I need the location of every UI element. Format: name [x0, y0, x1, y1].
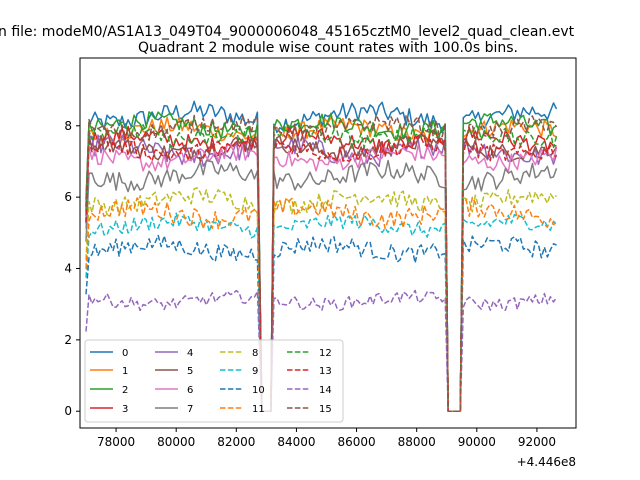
- legend-label-14: 14: [319, 385, 332, 396]
- series-line-10: [85, 234, 557, 412]
- series-line-15: [85, 114, 558, 412]
- legend-box: [84, 339, 344, 423]
- x-tick-label: 88000: [398, 435, 436, 449]
- series-lines: [85, 100, 558, 412]
- x-tick-label: 82000: [217, 435, 255, 449]
- y-tick-label: 8: [64, 119, 72, 133]
- x-tick-label: 92000: [518, 435, 556, 449]
- x-tick-label: 80000: [157, 435, 195, 449]
- legend-label-12: 12: [319, 348, 332, 359]
- legend-label-5: 5: [187, 366, 193, 377]
- legend-label-8: 8: [252, 348, 258, 359]
- y-tick-label: 2: [64, 333, 72, 347]
- y-axis: 0 2 4 6 8: [64, 119, 80, 418]
- legend-label-3: 3: [122, 404, 128, 415]
- series-line-14: [85, 289, 558, 412]
- plot-frame: [79, 57, 577, 429]
- legend-label-10: 10: [252, 385, 265, 396]
- chart-title: Quadrant 2 module wise count rates with …: [138, 40, 518, 56]
- series-line-4: [85, 134, 558, 412]
- x-axis: 78000 80000 82000 84000 86000 88000 90000 92000: [97, 428, 556, 449]
- series-line-11: [85, 196, 557, 412]
- figure-suptitle: n file: modeM0/AS1A13_049T04_9000006048_…: [0, 24, 575, 40]
- legend-label-2: 2: [122, 385, 128, 396]
- series-line-9: [85, 212, 558, 412]
- x-tick-label: 86000: [337, 435, 375, 449]
- series-line-12: [85, 121, 558, 412]
- series-line-7: [85, 159, 558, 412]
- y-tick-label: 4: [64, 262, 72, 276]
- x-axis-offset-label: +4.446e8: [517, 455, 576, 469]
- legend-label-7: 7: [187, 404, 193, 415]
- x-tick-label: 78000: [97, 435, 135, 449]
- series-line-2: [85, 111, 557, 412]
- series-line-5: [85, 133, 558, 412]
- legend-label-9: 9: [252, 366, 258, 377]
- series-line-6: [85, 143, 558, 412]
- legend-label-6: 6: [187, 385, 193, 396]
- x-tick-label: 90000: [458, 435, 496, 449]
- legend-label-13: 13: [319, 366, 332, 377]
- legend-label-1: 1: [122, 366, 128, 377]
- legend-label-0: 0: [122, 348, 128, 359]
- y-tick-label: 6: [64, 190, 72, 204]
- x-tick-label: 84000: [277, 435, 315, 449]
- legend-label-11: 11: [252, 404, 265, 415]
- y-tick-label: 0: [64, 404, 72, 418]
- legend-label-15: 15: [319, 404, 332, 415]
- series-line-8: [85, 187, 557, 412]
- legend-label-4: 4: [187, 348, 193, 359]
- series-line-13: [85, 134, 557, 412]
